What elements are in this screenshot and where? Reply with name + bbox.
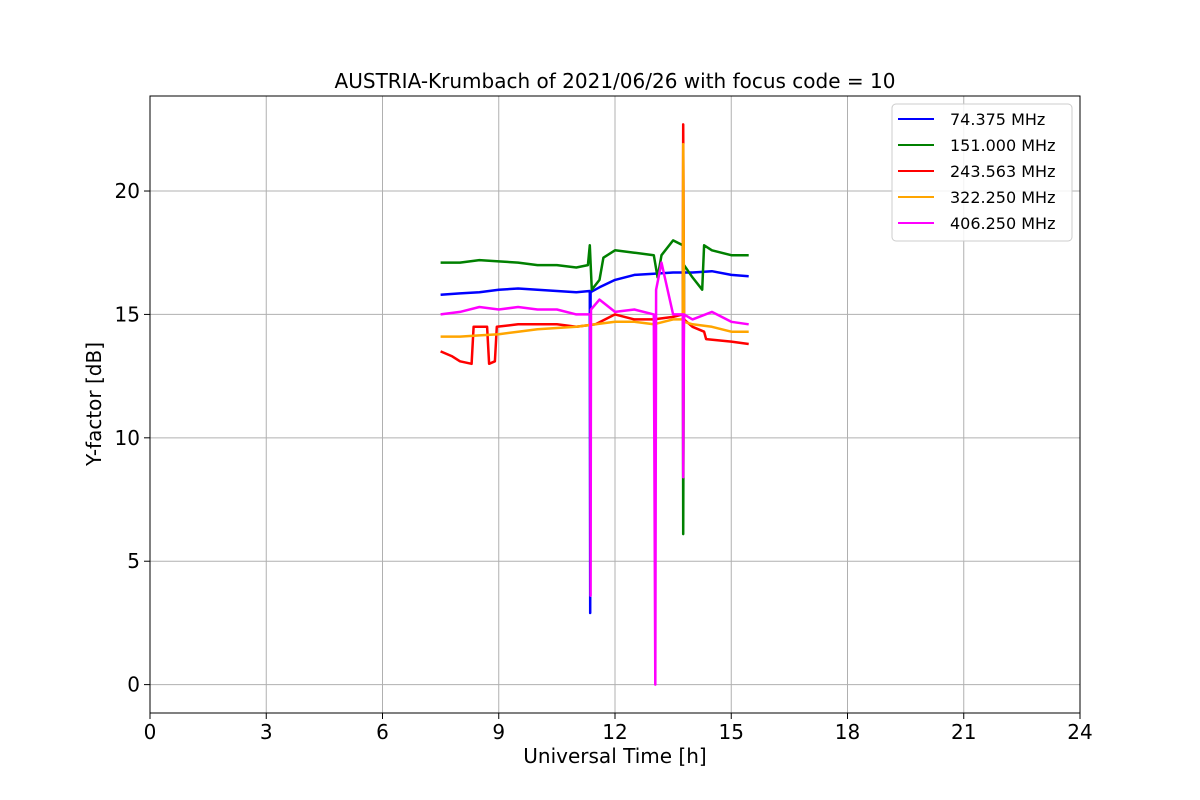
chart-title: AUSTRIA-Krumbach of 2021/06/26 with focu… [335,69,896,93]
x-tick-label: 0 [144,720,157,744]
series-line-0 [440,269,749,615]
legend-label: 322.250 MHz [950,188,1055,207]
legend-label: 74.375 MHz [950,110,1045,129]
x-tick-label: 15 [719,720,744,744]
x-ticks: 0 3 6 9 12 15 18 21 24 [144,713,1093,744]
y-axis-label: Y-factor [dB] [82,342,106,467]
x-tick-label: 24 [1067,720,1092,744]
series-layer [440,123,749,686]
x-tick-label: 6 [376,720,389,744]
y-tick-label: 0 [127,673,140,697]
series-line-4 [440,261,749,686]
x-tick-label: 9 [492,720,505,744]
legend-label: 406.250 MHz [950,214,1055,233]
series-line-2 [440,123,749,366]
series-line-1 [440,239,749,536]
legend-label: 151.000 MHz [950,136,1055,155]
y-tick-label: 15 [115,302,140,326]
legend-label: 243.563 MHz [950,162,1055,181]
y-ticks: 0 5 10 15 20 [115,179,150,697]
y-tick-label: 10 [115,426,140,450]
y-tick-label: 5 [127,549,140,573]
x-axis-label: Universal Time [h] [523,744,706,768]
x-tick-label: 18 [835,720,860,744]
legend: 74.375 MHz 151.000 MHz 243.563 MHz 322.250 … [891,103,1073,242]
y-tick-label: 20 [115,179,140,203]
x-tick-label: 3 [260,720,273,744]
legend-box [891,103,1073,242]
x-tick-label: 12 [602,720,627,744]
x-tick-label: 21 [951,720,976,744]
series-line-3 [440,142,749,338]
